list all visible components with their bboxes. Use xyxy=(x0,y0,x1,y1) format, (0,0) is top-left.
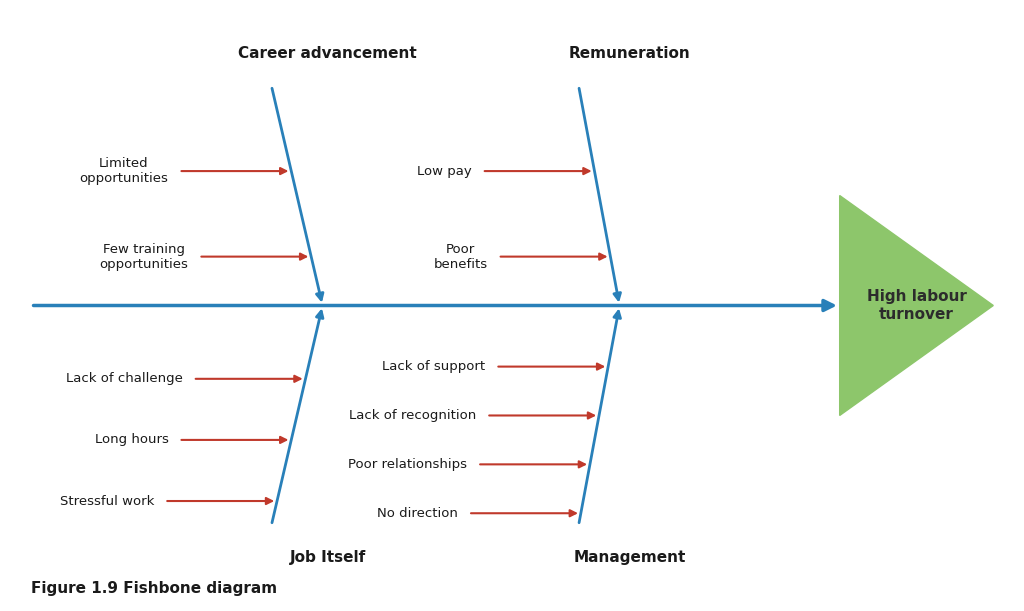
Text: Long hours: Long hours xyxy=(94,433,168,447)
Text: Low pay: Low pay xyxy=(417,164,472,178)
Text: Job Itself: Job Itself xyxy=(290,550,366,565)
Text: Lack of challenge: Lack of challenge xyxy=(66,372,182,386)
Text: Limited
opportunities: Limited opportunities xyxy=(80,157,168,185)
Text: Lack of recognition: Lack of recognition xyxy=(349,409,476,422)
Text: Remuneration: Remuneration xyxy=(569,46,690,61)
Text: Figure 1.9 Fishbone diagram: Figure 1.9 Fishbone diagram xyxy=(31,580,276,596)
Polygon shape xyxy=(840,196,993,415)
Text: Lack of support: Lack of support xyxy=(382,360,485,373)
Text: High labour
turnover: High labour turnover xyxy=(866,289,967,322)
Text: Stressful work: Stressful work xyxy=(59,494,155,508)
Text: Management: Management xyxy=(573,550,686,565)
Text: Poor relationships: Poor relationships xyxy=(348,458,467,471)
Text: Poor
benefits: Poor benefits xyxy=(433,243,487,271)
Text: No direction: No direction xyxy=(377,507,458,520)
Text: Career advancement: Career advancement xyxy=(239,46,417,61)
Text: Few training
opportunities: Few training opportunities xyxy=(99,243,188,271)
